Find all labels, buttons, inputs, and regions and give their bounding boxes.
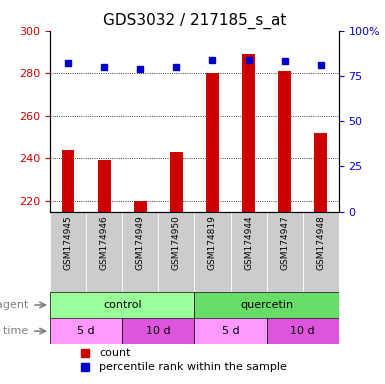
Text: 10 d: 10 d [146, 326, 171, 336]
FancyBboxPatch shape [50, 292, 194, 318]
FancyBboxPatch shape [266, 318, 339, 344]
Bar [170, 152, 183, 212]
FancyBboxPatch shape [50, 318, 122, 344]
FancyBboxPatch shape [194, 292, 339, 318]
FancyBboxPatch shape [303, 212, 339, 292]
Text: GSM174946: GSM174946 [100, 215, 109, 270]
FancyBboxPatch shape [194, 212, 231, 292]
FancyBboxPatch shape [122, 318, 194, 344]
FancyBboxPatch shape [122, 212, 158, 292]
Text: quercetin: quercetin [240, 300, 293, 310]
Bar [62, 150, 74, 212]
Text: percentile rank within the sample: percentile rank within the sample [99, 362, 287, 372]
FancyBboxPatch shape [194, 318, 266, 344]
Text: GSM174948: GSM174948 [316, 215, 325, 270]
FancyBboxPatch shape [266, 212, 303, 292]
Title: GDS3032 / 217185_s_at: GDS3032 / 217185_s_at [103, 13, 286, 29]
FancyBboxPatch shape [158, 212, 194, 292]
Text: time: time [3, 326, 32, 336]
FancyBboxPatch shape [231, 212, 266, 292]
Bar [134, 201, 147, 212]
Text: GSM174944: GSM174944 [244, 215, 253, 270]
Text: control: control [103, 300, 142, 310]
Text: GSM174949: GSM174949 [136, 215, 145, 270]
Bar [315, 133, 327, 212]
Text: GSM174950: GSM174950 [172, 215, 181, 270]
Text: agent: agent [0, 300, 32, 310]
Text: 5 d: 5 d [77, 326, 95, 336]
Bar [242, 54, 255, 212]
Bar [98, 161, 110, 212]
Text: 5 d: 5 d [222, 326, 239, 336]
Bar [278, 71, 291, 212]
Text: 10 d: 10 d [290, 326, 315, 336]
Text: GSM174945: GSM174945 [64, 215, 73, 270]
FancyBboxPatch shape [86, 212, 122, 292]
Text: GSM174947: GSM174947 [280, 215, 289, 270]
Text: count: count [99, 348, 131, 358]
Text: GSM174819: GSM174819 [208, 215, 217, 270]
FancyBboxPatch shape [50, 212, 86, 292]
Bar [206, 73, 219, 212]
